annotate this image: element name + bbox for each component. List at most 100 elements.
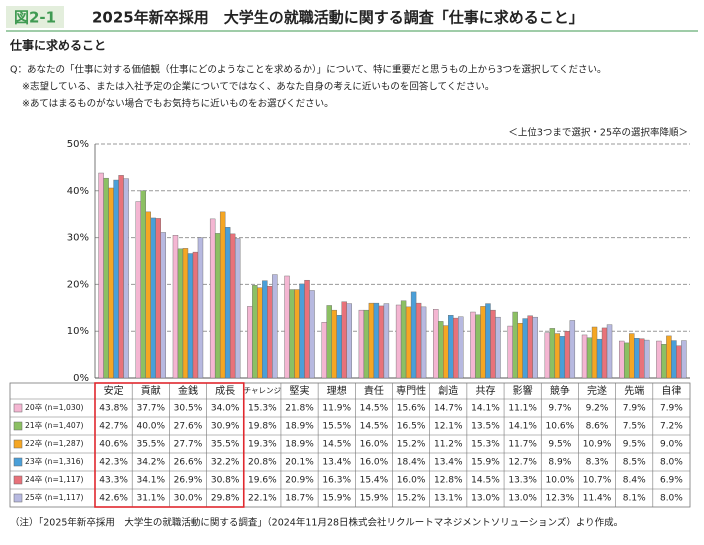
bar: [209, 218, 216, 379]
table-value: 8.3%: [586, 458, 609, 468]
bar: [581, 334, 588, 379]
x-tick-label: 先端: [624, 384, 644, 397]
table-value: 13.4%: [434, 458, 463, 468]
bar: [681, 340, 687, 379]
bar: [182, 248, 189, 379]
bar: [624, 342, 630, 379]
table-value: 19.3%: [248, 440, 277, 450]
table-value: 13.4%: [322, 458, 351, 468]
bar: [113, 179, 119, 379]
table-value: 11.9%: [322, 404, 351, 414]
bar: [284, 275, 290, 379]
table-value: 12.3%: [546, 494, 575, 504]
bar: [160, 232, 166, 379]
bar: [247, 306, 253, 379]
table-bg: [9, 382, 691, 508]
table-value: 18.9%: [285, 422, 314, 432]
bar: [485, 303, 491, 379]
bar: [309, 290, 315, 379]
table-value: 30.8%: [211, 476, 240, 486]
y-tick-label: 10%: [67, 326, 89, 337]
table-value: 10.9%: [583, 440, 612, 450]
bar: [644, 339, 650, 379]
table-value: 20.9%: [285, 476, 314, 486]
table-value: 30.5%: [174, 404, 203, 414]
table-value: 11.2%: [434, 440, 463, 450]
bar: [507, 325, 513, 379]
table-value: 14.5%: [360, 404, 389, 414]
bar: [177, 248, 184, 379]
table-value: 19.6%: [248, 476, 277, 486]
table-value: 15.3%: [471, 440, 500, 450]
bar: [458, 316, 464, 379]
bar: [229, 233, 236, 379]
table-value: 14.7%: [434, 404, 463, 414]
bar: [443, 325, 449, 379]
bar: [512, 311, 518, 379]
bar: [433, 309, 439, 379]
bar: [321, 322, 327, 379]
bar: [490, 309, 496, 379]
bar: [619, 340, 625, 379]
table-value: 15.9%: [471, 458, 500, 468]
bar: [639, 338, 645, 379]
table-value: 16.0%: [360, 458, 389, 468]
y-tick-label: 20%: [67, 279, 89, 290]
bar: [661, 344, 667, 379]
table-value: 16.0%: [360, 440, 389, 450]
bar: [341, 301, 347, 379]
legend-label: 21卒 (n=1,407): [25, 420, 84, 430]
legend-label: 25卒 (n=1,117): [25, 492, 84, 502]
bar: [601, 327, 608, 379]
table-value: 11.1%: [508, 404, 537, 414]
bar: [559, 336, 566, 379]
table-value: 15.4%: [360, 476, 389, 486]
table-value: 34.0%: [211, 404, 240, 414]
bar: [192, 251, 199, 379]
bar: [554, 333, 561, 379]
highlight-box: [94, 382, 245, 508]
legend-swatch: [13, 493, 23, 503]
bar: [470, 311, 476, 379]
table-value: 13.5%: [471, 422, 500, 432]
x-tick-label: 貢献: [141, 384, 161, 397]
table-value: 14.1%: [508, 422, 537, 432]
figure-label: 図2-1: [14, 9, 56, 27]
x-tick-label: 理想: [327, 384, 347, 397]
table-value: 15.6%: [397, 404, 426, 414]
table-value: 11.7%: [508, 440, 537, 450]
bar: [118, 175, 124, 379]
bar: [299, 283, 305, 379]
table-value: 14.5%: [322, 440, 351, 450]
table-value: 35.5%: [211, 440, 240, 450]
table-value: 43.8%: [99, 404, 128, 414]
x-tick-label: 創造: [438, 384, 458, 397]
table-value: 8.0%: [660, 494, 683, 504]
bar: [400, 300, 407, 379]
bar: [522, 318, 528, 379]
bar: [197, 237, 204, 379]
table-value: 13.0%: [508, 494, 537, 504]
table-value: 7.9%: [623, 404, 646, 414]
bar: [586, 337, 593, 379]
table-value: 26.6%: [174, 458, 203, 468]
y-tick-label: 0%: [73, 373, 89, 384]
bar: [331, 309, 337, 379]
bar: [495, 316, 501, 379]
table-value: 14.5%: [360, 422, 389, 432]
table-value: 42.6%: [99, 494, 128, 504]
table-value: 13.0%: [471, 494, 500, 504]
table-value: 6.9%: [660, 476, 683, 486]
source: （注）「2025年新卒採用 大学生の就職活動に関する調査」（2024年11月28…: [10, 517, 623, 529]
legend-label: 22卒 (n=1,287): [25, 438, 84, 448]
table-value: 10.6%: [546, 422, 575, 432]
table-value: 40.0%: [136, 422, 165, 432]
bar: [527, 315, 533, 379]
table-value: 27.7%: [174, 440, 203, 450]
table-value: 8.1%: [623, 494, 646, 504]
x-tick-label: 共存: [475, 384, 495, 397]
table-value: 10.7%: [583, 476, 612, 486]
table-value: 15.3%: [248, 404, 277, 414]
bar: [224, 227, 231, 379]
